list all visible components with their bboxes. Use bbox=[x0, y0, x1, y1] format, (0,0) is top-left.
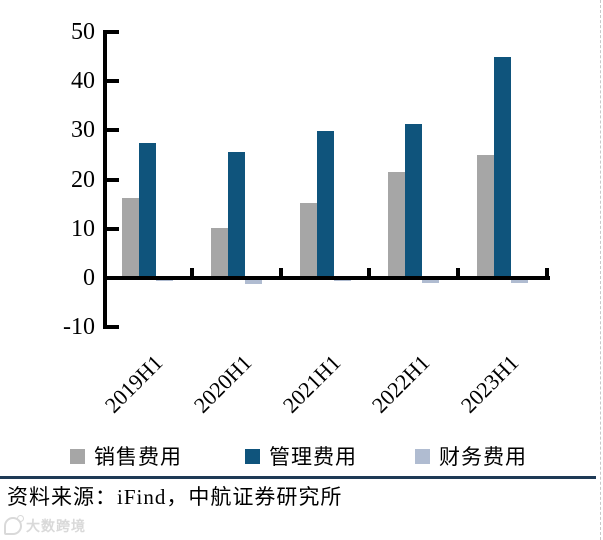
x-axis-line bbox=[103, 276, 550, 280]
x-axis-tick bbox=[456, 268, 461, 280]
x-category-label: 2019H1 bbox=[100, 349, 168, 418]
bar-销售费用-2020H1 bbox=[210, 227, 228, 278]
y-tick-label: 0 bbox=[83, 265, 95, 291]
legend-label: 销售费用 bbox=[94, 445, 182, 469]
bar-财务费用-2022H1 bbox=[422, 278, 440, 284]
bar-销售费用-2019H1 bbox=[121, 197, 139, 278]
y-tick-label: 30 bbox=[71, 117, 95, 144]
y-axis-tick bbox=[103, 30, 119, 34]
watermark-logo-icon bbox=[4, 515, 24, 535]
x-category-label: 2023H1 bbox=[455, 349, 524, 418]
y-tick-label: 20 bbox=[71, 166, 95, 193]
bar-管理费用-2022H1 bbox=[405, 124, 423, 278]
y-axis-tick bbox=[103, 177, 119, 182]
y-tick-label: 40 bbox=[71, 68, 95, 95]
x-category-label: 2022H1 bbox=[366, 349, 435, 418]
x-axis-tick bbox=[545, 268, 549, 280]
y-tick-label: 10 bbox=[71, 215, 95, 242]
x-axis-tick bbox=[367, 268, 372, 280]
x-category-label: 2021H1 bbox=[277, 349, 346, 418]
y-axis-tick bbox=[103, 79, 119, 84]
legend-swatch-icon bbox=[70, 448, 85, 464]
legend-label: 管理费用 bbox=[269, 445, 357, 469]
y-axis-tick bbox=[103, 325, 119, 330]
legend-item-销售费用: 销售费用 bbox=[70, 443, 182, 469]
legend-swatch-icon bbox=[415, 448, 430, 464]
watermark-text: 大数跨境 bbox=[26, 520, 86, 535]
bar-财务费用-2020H1 bbox=[244, 278, 262, 285]
y-axis-tick bbox=[103, 128, 119, 133]
legend-swatch-icon bbox=[245, 448, 260, 464]
y-tick-label: 50 bbox=[71, 19, 95, 45]
y-axis-tick bbox=[103, 226, 119, 231]
x-axis-tick bbox=[189, 268, 194, 280]
bar-管理费用-2021H1 bbox=[316, 130, 334, 278]
source-text: 资料来源：iFind，中航证券研究所 bbox=[7, 485, 343, 509]
bar-管理费用-2023H1 bbox=[494, 56, 512, 278]
x-category-label: 2020H1 bbox=[188, 349, 257, 418]
dashed-border bbox=[600, 0, 601, 540]
bar-财务费用-2023H1 bbox=[511, 278, 529, 284]
bar-管理费用-2020H1 bbox=[227, 151, 245, 278]
y-tick-label: -10 bbox=[63, 314, 95, 341]
legend-item-管理费用: 管理费用 bbox=[245, 443, 357, 469]
x-axis-tick bbox=[278, 268, 283, 280]
legend-label: 财务费用 bbox=[439, 445, 527, 469]
watermark: 大数跨境 bbox=[4, 515, 86, 536]
bar-销售费用-2021H1 bbox=[299, 203, 317, 278]
bar-销售费用-2022H1 bbox=[388, 172, 406, 278]
legend-item-财务费用: 财务费用 bbox=[415, 443, 527, 469]
bar-管理费用-2019H1 bbox=[138, 143, 156, 278]
bar-销售费用-2023H1 bbox=[477, 155, 495, 278]
divider-line bbox=[0, 476, 596, 479]
legend: 销售费用 管理费用 财务费用 bbox=[0, 443, 603, 469]
